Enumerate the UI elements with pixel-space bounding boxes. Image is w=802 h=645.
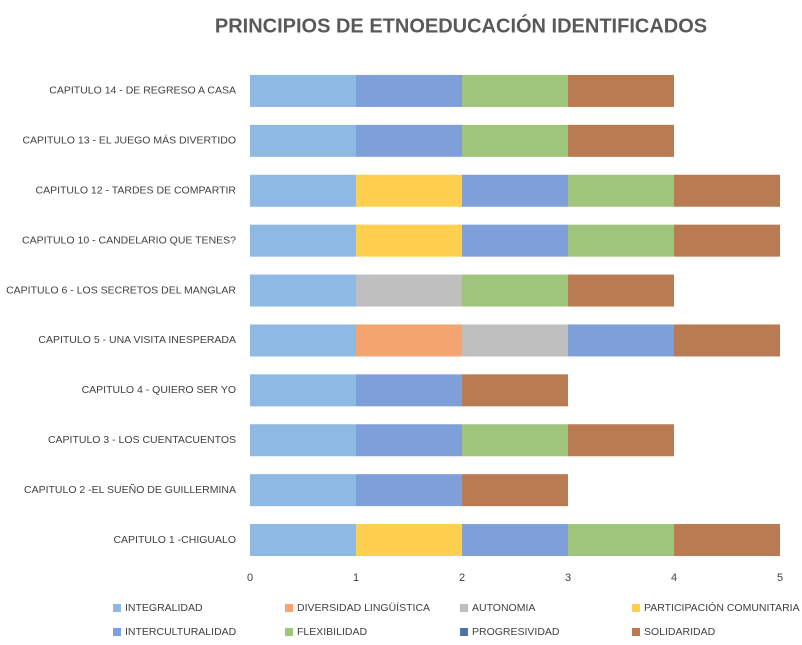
bar-segment bbox=[462, 124, 568, 157]
legend-label: PROGRESIVIDAD bbox=[472, 626, 560, 638]
bar-segment bbox=[250, 474, 356, 507]
legend-label: PARTICIPACIÓN COMUNITARIA bbox=[644, 601, 800, 614]
bar-segment bbox=[462, 224, 568, 257]
bar-segment bbox=[250, 524, 356, 557]
y-tick-label: CAPITULO 3 - LOS CUENTACUENTOS bbox=[48, 434, 236, 446]
bar-segment bbox=[462, 74, 568, 107]
bar-segment bbox=[568, 524, 674, 557]
legend-swatch bbox=[632, 628, 640, 636]
bar-segment bbox=[250, 274, 356, 307]
y-tick-label: CAPITULO 12 - TARDES DE COMPARTIR bbox=[35, 185, 236, 197]
x-tick-label: 2 bbox=[459, 572, 465, 584]
y-tick-label: CAPITULO 13 - EL JUEGO MÁS DIVERTIDO bbox=[22, 134, 236, 147]
bar-segment bbox=[250, 324, 356, 357]
bar-segment bbox=[250, 424, 356, 457]
legend-swatch bbox=[113, 604, 121, 612]
bar-segment bbox=[250, 224, 356, 257]
y-tick-label: CAPITULO 1 -CHIGUALO bbox=[113, 534, 236, 546]
y-tick-label: CAPITULO 10 - CANDELARIO QUE TENES? bbox=[22, 234, 236, 246]
bar-segment bbox=[568, 174, 674, 207]
bar-segment bbox=[462, 524, 568, 557]
y-tick-label: CAPITULO 6 - LOS SECRETOS DEL MANGLAR bbox=[6, 284, 236, 296]
bar-segment bbox=[356, 374, 462, 407]
legend-swatch bbox=[460, 628, 468, 636]
chart-title: PRINCIPIOS DE ETNOEDUCACIÓN IDENTIFICADO… bbox=[215, 13, 707, 37]
bar-segment bbox=[462, 474, 568, 507]
bar-segment bbox=[568, 424, 674, 457]
bar-segment bbox=[674, 324, 780, 357]
bar-segment bbox=[568, 324, 674, 357]
legend-label: AUTONOMIA bbox=[472, 602, 535, 614]
bar-segment bbox=[568, 74, 674, 107]
bar-segment bbox=[250, 374, 356, 407]
bar-segment bbox=[356, 74, 462, 107]
legend-label: SOLIDARIDAD bbox=[644, 626, 716, 638]
legend-swatch bbox=[460, 604, 468, 612]
legend-swatch bbox=[113, 628, 121, 636]
bar-segment bbox=[462, 274, 568, 307]
bar-segment bbox=[356, 124, 462, 157]
bar-segment bbox=[462, 374, 568, 407]
bar-segment bbox=[568, 274, 674, 307]
bar-segment bbox=[356, 174, 462, 207]
y-tick-label: CAPITULO 14 - DE REGRESO A CASA bbox=[49, 85, 236, 97]
x-tick-label: 3 bbox=[565, 572, 571, 584]
bar-segment bbox=[250, 74, 356, 107]
bar-segment bbox=[356, 474, 462, 507]
legend-label: INTEGRALIDAD bbox=[125, 602, 203, 614]
bar-segment bbox=[462, 324, 568, 357]
bar-segment bbox=[356, 524, 462, 557]
legend-label: INTERCULTURALIDAD bbox=[125, 626, 237, 638]
x-tick-label: 5 bbox=[777, 572, 783, 584]
bar-segment bbox=[674, 174, 780, 207]
legend-swatch bbox=[632, 604, 640, 612]
y-tick-label: CAPITULO 2 -EL SUEÑO DE GUILLERMINA bbox=[24, 483, 236, 496]
bar-segment bbox=[356, 424, 462, 457]
bar-segment bbox=[462, 424, 568, 457]
bar-segment bbox=[674, 224, 780, 257]
bar-segment bbox=[568, 124, 674, 157]
x-tick-label: 0 bbox=[247, 572, 253, 584]
legend-label: DIVERSIDAD LINGÜÍSTICA bbox=[297, 601, 430, 614]
bar-segment bbox=[674, 524, 780, 557]
legend-swatch bbox=[285, 604, 293, 612]
bar-segment bbox=[250, 124, 356, 157]
legend-swatch bbox=[285, 628, 293, 636]
bar-segment bbox=[250, 174, 356, 207]
x-tick-label: 1 bbox=[353, 572, 359, 584]
bar-segment bbox=[356, 274, 462, 307]
x-tick-label: 4 bbox=[671, 572, 677, 584]
legend-label: FLEXIBILIDAD bbox=[297, 626, 367, 638]
bar-segment bbox=[462, 174, 568, 207]
y-tick-label: CAPITULO 5 - UNA VISITA INESPERADA bbox=[38, 334, 236, 346]
bar-segment bbox=[356, 224, 462, 257]
bar-segment bbox=[356, 324, 462, 357]
y-tick-label: CAPITULO 4 - QUIERO SER YO bbox=[82, 384, 236, 396]
bar-segment bbox=[568, 224, 674, 257]
